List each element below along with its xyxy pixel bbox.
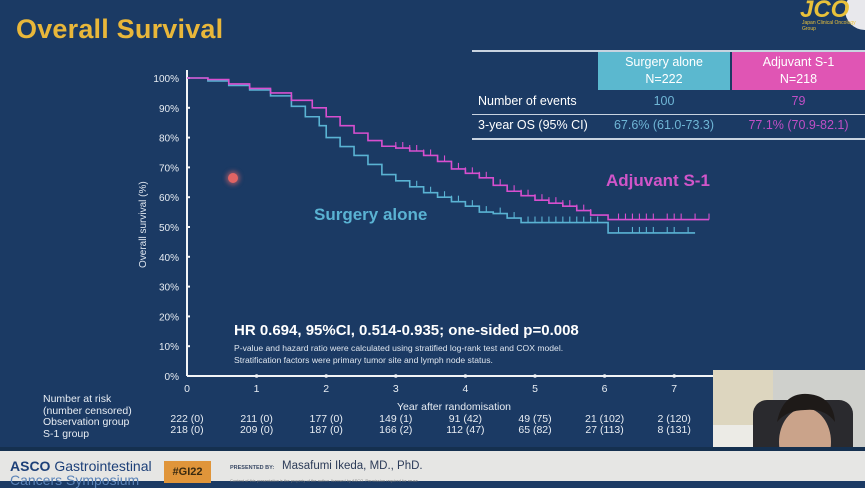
x-tick	[254, 374, 259, 378]
x-tick-label: 5	[532, 383, 538, 395]
risk-cell: 8 (131)	[657, 424, 691, 436]
km-curve-adjuvant	[187, 77, 709, 221]
risk-cell: 149 (1)	[379, 413, 413, 425]
hazard-ratio-text: HR 0.694, 95%CI, 0.514-0.935; one-sided …	[234, 322, 579, 339]
x-tick-label: 1	[254, 383, 260, 395]
x-tick-label: 3	[393, 383, 399, 395]
risk-table-title: Number at risk (number censored) Observa…	[43, 393, 132, 440]
y-tick-label: 60%	[159, 193, 179, 204]
x-axis-label: Year after randomisation	[397, 401, 512, 413]
laser-pointer-dot	[228, 173, 238, 183]
y-tick-label: 80%	[159, 134, 179, 145]
header-label: Adjuvant S-1	[762, 55, 835, 69]
km-curve-surgery	[187, 77, 696, 234]
risk-cell: 177 (0)	[309, 413, 343, 425]
table-divider	[472, 114, 865, 115]
row-value-adjuvant: 79	[791, 94, 806, 108]
y-tick-label: 50%	[159, 223, 179, 234]
risk-cell: 211 (0)	[240, 413, 273, 425]
footnote-stratification: Stratification factors were primary tumo…	[234, 355, 493, 365]
y-tick-label: 0%	[165, 372, 180, 383]
risk-cell: 209 (0)	[239, 424, 274, 436]
risk-title-line: Number at risk	[43, 393, 112, 405]
table-bottom-rule	[472, 138, 865, 140]
risk-cell: 49 (75)	[518, 413, 552, 425]
header-n: N=222	[645, 72, 683, 86]
y-tick-label: 40%	[159, 253, 179, 264]
y-tick-label: 20%	[159, 312, 179, 323]
x-tick	[602, 374, 607, 378]
jco-logo-subtitle: Japan Clinical Oncology Group	[802, 20, 856, 32]
row-value-surgery: 67.6% (61.0-73.3)	[613, 118, 715, 132]
risk-cell: 27 (113)	[585, 424, 624, 436]
footnote-method: P-value and hazard ratio were calculated…	[234, 343, 564, 353]
asco-line1: Gastrointestinal	[54, 458, 152, 474]
table-row: 3-year OS (95% CI) 67.6% (61.0-73.3) 77.…	[472, 115, 865, 137]
y-tick-label: 30%	[159, 283, 179, 294]
jco-logo: JCO	[800, 0, 850, 23]
y-tick-label: 90%	[159, 104, 179, 115]
asco-logo-line1: ASCO Gastrointestinal	[10, 458, 152, 474]
presented-by-label: PRESENTED BY:	[230, 465, 275, 471]
risk-cell: 2 (120)	[657, 413, 691, 425]
asco-logo-line2: Cancers Symposium	[10, 472, 140, 488]
x-tick	[672, 374, 676, 378]
y-axis-label: Overall survival (%)	[138, 181, 149, 268]
x-tick-label: 2	[323, 383, 329, 395]
logo-backdrop	[845, 0, 865, 30]
y-tick-label: 10%	[159, 342, 179, 353]
header-label: Surgery alone	[625, 55, 703, 69]
curve-label-adjuvant: Adjuvant S-1	[606, 171, 710, 190]
risk-cell: 222 (0)	[170, 413, 204, 425]
asco-wordmark: ASCO	[10, 458, 51, 474]
x-tick	[324, 374, 329, 378]
risk-title-line: Observation group	[43, 416, 130, 428]
risk-cell: 112 (47)	[446, 424, 485, 436]
hashtag-badge: #GI22	[164, 461, 211, 483]
slide: Overall Survival JCO Japan Clinical Onco…	[16, 0, 865, 440]
header-surgery-alone: Surgery alone N=222	[598, 52, 730, 90]
table-row: Number of events 100 79	[472, 91, 865, 113]
curve-label-surgery: Surgery alone	[314, 205, 428, 224]
risk-cell: 166 (2)	[379, 424, 413, 436]
risk-title-line: (number censored)	[43, 404, 132, 417]
header-adjuvant-s1: Adjuvant S-1 N=218	[732, 52, 865, 90]
risk-cell: 187 (0)	[309, 424, 343, 436]
risk-cell: 21 (102)	[585, 413, 625, 425]
row-label: 3-year OS (95% CI)	[478, 118, 588, 132]
x-tick	[533, 374, 537, 378]
y-tick-label: 70%	[159, 163, 179, 174]
y-tick-label: 100%	[153, 74, 179, 85]
row-label: Number of events	[478, 94, 577, 108]
row-value-surgery: 100	[653, 94, 675, 108]
presenter-name: Masafumi Ikeda, MD., PhD.	[282, 460, 423, 472]
x-tick-label: 0	[184, 383, 190, 395]
x-tick-label: 7	[671, 383, 677, 395]
x-tick-label: 4	[462, 383, 468, 395]
x-tick	[394, 374, 398, 378]
slide-title: Overall Survival	[16, 14, 224, 44]
x-tick-label: 6	[602, 383, 608, 395]
row-value-adjuvant: 77.1% (70.9-82.1)	[748, 118, 849, 132]
table-top-rule	[472, 50, 865, 52]
x-tick	[463, 374, 468, 378]
header-n: N=218	[779, 72, 818, 86]
risk-cell: 218 (0)	[170, 424, 204, 436]
footer-bar: ASCO Gastrointestinal Cancers Symposium …	[0, 447, 865, 488]
y-axis-label-wrap: Overall survival (%)	[138, 181, 225, 279]
risk-cell: 91 (42)	[448, 413, 483, 425]
km-chart: 0% 10% 20% 30% 40% 50% 60% 70% 80% 90% 100% 0 1 2 3 4 5 6…	[153, 70, 713, 395]
risk-title-line: S-1 group	[43, 427, 90, 440]
risk-cell: 65 (82)	[518, 424, 552, 436]
